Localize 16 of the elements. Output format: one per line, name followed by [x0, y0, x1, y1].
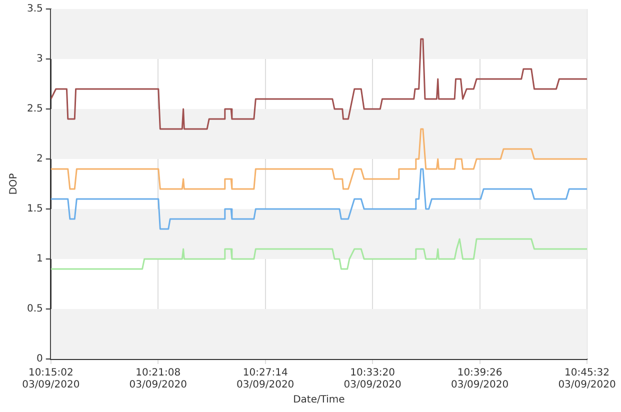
y-axis-title: DOP	[8, 173, 20, 195]
x-tick-label: 10:39:26 03/09/2020	[450, 368, 509, 391]
y-tick-label: 1	[36, 254, 43, 265]
y-tick-label: 3	[36, 54, 43, 65]
y-tick-label: 2	[36, 154, 43, 165]
y-tick-label: 3.5	[26, 4, 43, 15]
y-tick-label: 1.5	[26, 204, 43, 215]
x-tick-label: 10:15:02 03/09/2020	[22, 368, 80, 391]
x-axis-title: Date/Time	[293, 394, 345, 406]
y-tick-label: 0	[36, 354, 43, 365]
x-tick-label: 10:33:20 03/09/2020	[344, 368, 402, 391]
y-tick-label: 2.5	[26, 104, 43, 115]
x-tick-label: 10:27:14 03/09/2020	[236, 368, 294, 391]
y-tick-label: 0.5	[26, 304, 43, 315]
x-tick-label: 10:21:08 03/09/2020	[129, 368, 187, 391]
x-tick-label: 10:45:32 03/09/2020	[558, 368, 616, 391]
